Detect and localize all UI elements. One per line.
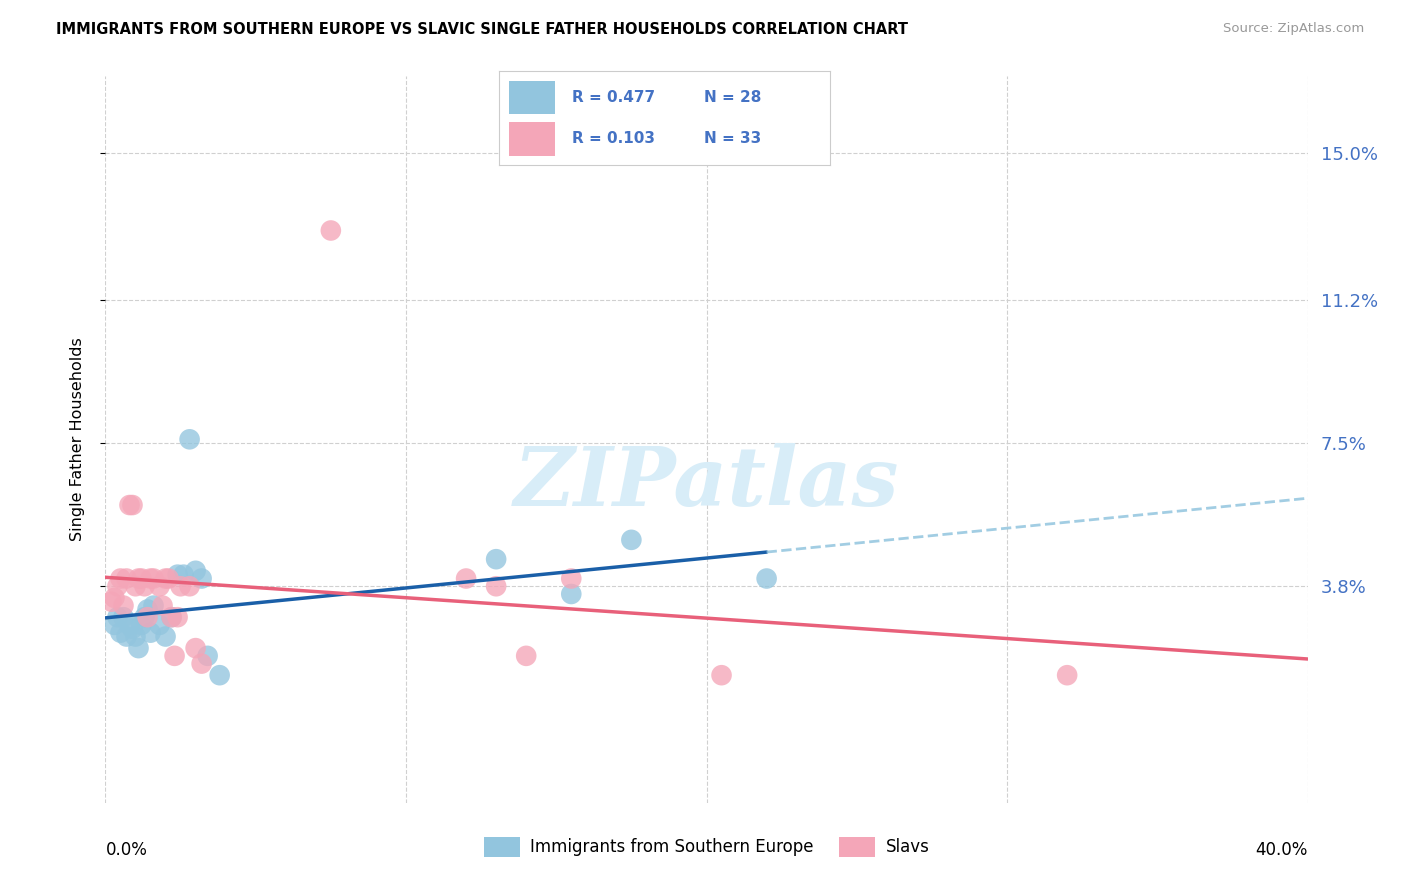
Point <box>128 572 150 586</box>
Point <box>515 648 537 663</box>
Y-axis label: Single Father Households: Single Father Households <box>70 337 84 541</box>
Text: 0.0%: 0.0% <box>105 841 148 860</box>
Point <box>121 622 143 636</box>
Text: 40.0%: 40.0% <box>1256 841 1308 860</box>
Point <box>454 572 477 586</box>
Point <box>319 223 342 237</box>
Point <box>115 630 138 644</box>
Point <box>124 579 146 593</box>
Point <box>179 433 201 447</box>
Point <box>118 498 141 512</box>
Text: N = 28: N = 28 <box>704 90 762 105</box>
Point <box>134 579 156 593</box>
Bar <box>509 122 555 156</box>
Legend: Immigrants from Southern Europe, Slavs: Immigrants from Southern Europe, Slavs <box>477 830 936 863</box>
Point <box>184 564 207 578</box>
Point <box>142 599 165 613</box>
Bar <box>509 81 555 114</box>
Point <box>173 567 195 582</box>
Point <box>110 572 132 586</box>
Point <box>118 618 141 632</box>
Text: R = 0.103: R = 0.103 <box>572 131 655 146</box>
Point <box>115 572 138 586</box>
Text: Source: ZipAtlas.com: Source: ZipAtlas.com <box>1223 22 1364 36</box>
Point <box>710 668 733 682</box>
Point <box>184 641 207 656</box>
Point <box>107 579 129 593</box>
Point <box>560 587 582 601</box>
Point <box>142 572 165 586</box>
Point <box>148 618 170 632</box>
Point <box>157 572 180 586</box>
Point <box>755 572 778 586</box>
Point <box>136 602 159 616</box>
Point <box>197 648 219 663</box>
Point <box>112 599 135 613</box>
Point <box>136 610 159 624</box>
Point <box>107 610 129 624</box>
Point <box>121 498 143 512</box>
Point <box>163 648 186 663</box>
Point <box>139 572 162 586</box>
Point <box>485 579 508 593</box>
Point <box>128 641 150 656</box>
Point <box>190 572 212 586</box>
Point <box>124 630 146 644</box>
Point <box>1056 668 1078 682</box>
Point <box>100 595 122 609</box>
Point <box>110 625 132 640</box>
Point <box>179 579 201 593</box>
Point <box>620 533 643 547</box>
Point <box>103 591 125 605</box>
Point <box>560 572 582 586</box>
Point <box>152 599 174 613</box>
Point <box>148 579 170 593</box>
Point <box>160 610 183 624</box>
Text: R = 0.477: R = 0.477 <box>572 90 655 105</box>
Point <box>166 610 188 624</box>
Point <box>169 579 191 593</box>
Point <box>190 657 212 671</box>
Point <box>139 625 162 640</box>
Point <box>131 572 153 586</box>
Point <box>134 610 156 624</box>
Text: ZIPatlas: ZIPatlas <box>513 443 900 523</box>
Point <box>155 630 177 644</box>
Text: IMMIGRANTS FROM SOUTHERN EUROPE VS SLAVIC SINGLE FATHER HOUSEHOLDS CORRELATION C: IMMIGRANTS FROM SOUTHERN EUROPE VS SLAVI… <box>56 22 908 37</box>
Text: N = 33: N = 33 <box>704 131 761 146</box>
Point <box>155 572 177 586</box>
Point <box>131 618 153 632</box>
Point <box>112 610 135 624</box>
Point <box>160 610 183 624</box>
Point <box>485 552 508 566</box>
Point <box>166 567 188 582</box>
Point <box>208 668 231 682</box>
Point <box>103 618 125 632</box>
